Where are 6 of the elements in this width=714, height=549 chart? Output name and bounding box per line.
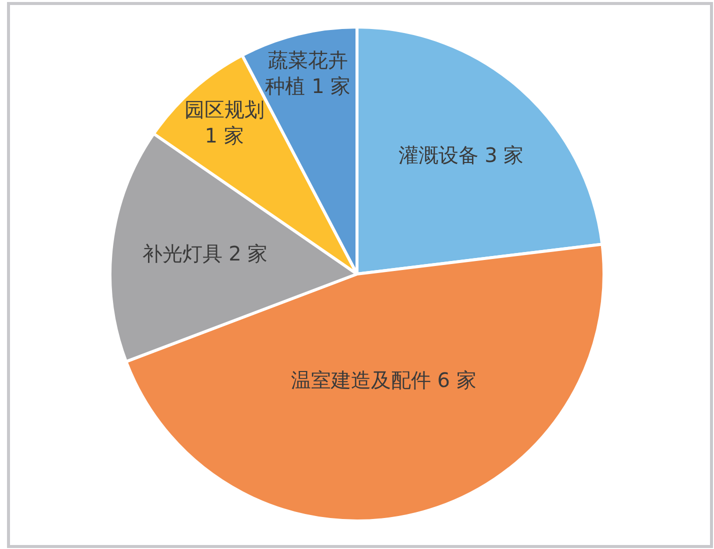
data-label: 1 家 (204, 123, 244, 148)
slice-label: 补光灯具 2 家 (142, 242, 268, 266)
slice-label: 灌溉设备 3 家 (398, 142, 524, 167)
slice-label: 蔬菜花卉种植 1 家 (265, 48, 351, 98)
slice-label: 温室建造及配件 6 家 (290, 368, 476, 392)
slice-label: 园区规划 (184, 97, 264, 122)
